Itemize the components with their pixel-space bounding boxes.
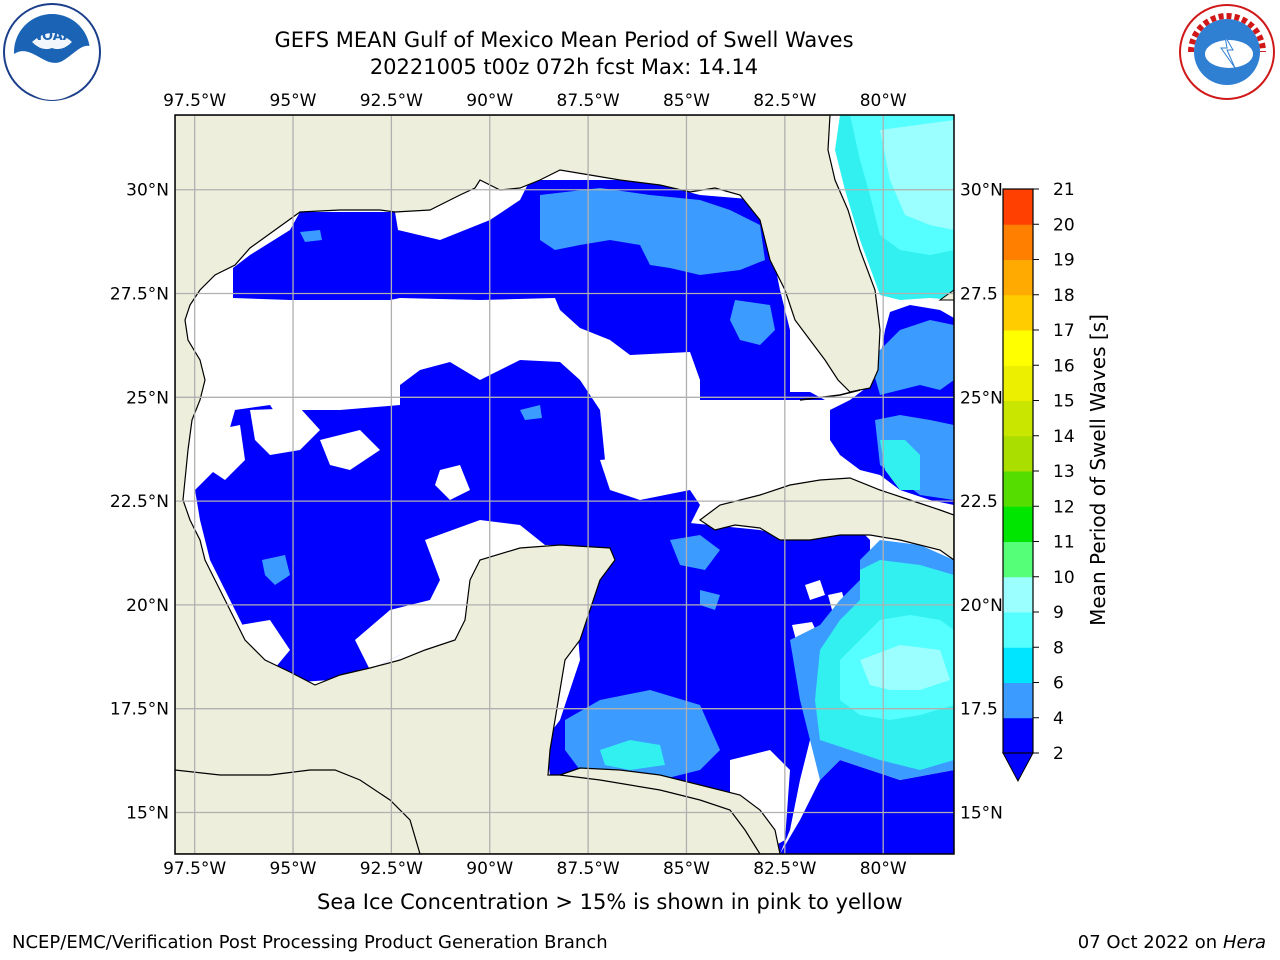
lon-label-top: 90°W <box>466 91 513 111</box>
colorbar-tick-label: 18 <box>1053 286 1075 306</box>
lon-label-bottom: 87.5°W <box>557 859 620 879</box>
lon-label-top: 95°W <box>270 91 317 111</box>
credit-line: NCEP/EMC/Verification Post Processing Pr… <box>12 932 608 953</box>
lat-label-left: 15°N <box>126 803 169 823</box>
colorbar-swatch <box>1003 189 1033 225</box>
lon-label-top: 80°W <box>860 91 907 111</box>
colorbar-swatch <box>1003 612 1033 648</box>
lat-label-left: 30°N <box>126 181 169 201</box>
colorbar-tick-label: 12 <box>1053 497 1075 517</box>
lon-label-top: 92.5°W <box>360 91 423 111</box>
map-title: GEFS MEAN Gulf of Mexico Mean Period of … <box>274 28 854 52</box>
colorbar-swatch <box>1003 400 1033 437</box>
lon-label-bottom: 90°W <box>466 859 513 879</box>
colorbar-tick-label: 20 <box>1053 215 1075 235</box>
nws-logo-icon <box>1179 4 1275 100</box>
colorbar-swatch <box>1003 435 1033 472</box>
lon-label-top: 97.5°W <box>163 91 226 111</box>
latitude-labels-right: 30°N 27.5 25°N 22.5 20°N 17.5 15°N <box>960 181 1003 824</box>
host-name: Hera <box>1222 932 1266 953</box>
lat-label-left: 20°N <box>126 596 169 616</box>
cuba-land <box>698 477 954 561</box>
lon-label-top: 85°W <box>663 91 710 111</box>
colorbar-tick-label: 21 <box>1053 180 1075 200</box>
sea-ice-note: Sea Ice Concentration > 15% is shown in … <box>317 890 903 914</box>
lon-label-bottom: 82.5°W <box>753 859 816 879</box>
colorbar-swatch <box>1003 647 1033 683</box>
colorbar-tick-label: 17 <box>1053 321 1075 341</box>
colorbar-swatch <box>1003 506 1033 542</box>
lon-label-bottom: 97.5°W <box>163 859 226 879</box>
colorbar-tick-label: 4 <box>1053 709 1064 729</box>
colorbar-extend <box>1002 752 1034 783</box>
lat-label-right: 30°N <box>960 181 1003 201</box>
map-gridlines <box>175 115 954 854</box>
noaa-logo-icon: NOAA <box>3 3 101 101</box>
colorbar-swatch <box>1003 682 1033 719</box>
colorbar-tick-label: 10 <box>1053 568 1075 588</box>
colorbar-tick-label: 11 <box>1053 533 1075 553</box>
map-subtitle: 20221005 t00z 072h fcst Max: 14.14 <box>369 55 759 79</box>
colorbar-swatch <box>1003 471 1033 507</box>
lat-label-right: 20°N <box>960 596 1003 616</box>
lon-label-top: 82.5°W <box>753 91 816 111</box>
lon-label-top: 87.5°W <box>557 91 620 111</box>
colorbar-swatch <box>1003 576 1033 613</box>
lon-label-bottom: 80°W <box>860 859 907 879</box>
colorbar-tick-label: 15 <box>1053 392 1075 412</box>
colorbar-tick-label: 19 <box>1053 251 1075 271</box>
lat-label-left: 17.5°N <box>110 700 169 720</box>
colorbar-swatch <box>1003 330 1033 366</box>
noaa-logo-text: NOAA <box>31 29 73 44</box>
lat-label-right: 15°N <box>960 803 1003 823</box>
colorbar: 2 4 6 8 9 10 11 12 13 14 15 16 17 18 19 20 21 <box>1002 180 1075 783</box>
latitude-labels-left: 30°N 27.5°N 25°N 22.5°N 20°N 17.5°N 15°N <box>110 181 169 824</box>
colorbar-tick-label: 8 <box>1053 638 1064 658</box>
lat-label-left: 25°N <box>126 388 169 408</box>
central-america-coast <box>559 767 781 854</box>
colorbar-label: Mean Period of Swell Waves [s] <box>1086 314 1110 626</box>
lon-label-bottom: 85°W <box>663 859 710 879</box>
colorbar-tick-label: 2 <box>1053 744 1064 764</box>
bahamas-land <box>938 289 954 301</box>
florida-keys <box>799 389 861 401</box>
lat-label-right: 25°N <box>960 388 1003 408</box>
lat-label-left: 22.5°N <box>110 492 169 512</box>
lon-label-bottom: 92.5°W <box>360 859 423 879</box>
longitude-labels-bottom: 97.5°W 95°W 92.5°W 90°W 87.5°W 85°W 82.5°W 80°W <box>163 859 907 879</box>
colorbar-swatch <box>1003 224 1033 260</box>
map-frame <box>174 114 955 855</box>
colorbar-tick-label: 14 <box>1053 427 1075 447</box>
lon-label-bottom: 95°W <box>270 859 317 879</box>
colorbar-tick-label: 13 <box>1053 462 1075 482</box>
colorbar-tick-label: 6 <box>1053 674 1064 694</box>
lat-label-right: 17.5 <box>960 700 998 720</box>
colorbar-swatch <box>1003 259 1033 296</box>
colorbar-swatch <box>1003 717 1033 754</box>
colorbar-swatch <box>1003 541 1033 578</box>
colorbar-tick-label: 16 <box>1053 356 1075 376</box>
lat-label-right: 22.5 <box>960 492 998 512</box>
colorbar-swatch <box>1003 294 1033 331</box>
lat-label-right: 27.5 <box>960 285 998 305</box>
date-stamp: 07 Oct 2022 on Hera <box>1078 932 1266 953</box>
date-text: 07 Oct 2022 on <box>1077 932 1218 953</box>
longitude-labels-top: 97.5°W 95°W 92.5°W 90°W 87.5°W 85°W 82.5°W 80°W <box>163 91 907 111</box>
lat-label-left: 27.5°N <box>110 285 169 305</box>
colorbar-swatch <box>1003 365 1033 401</box>
colorbar-tick-label: 9 <box>1053 603 1064 623</box>
